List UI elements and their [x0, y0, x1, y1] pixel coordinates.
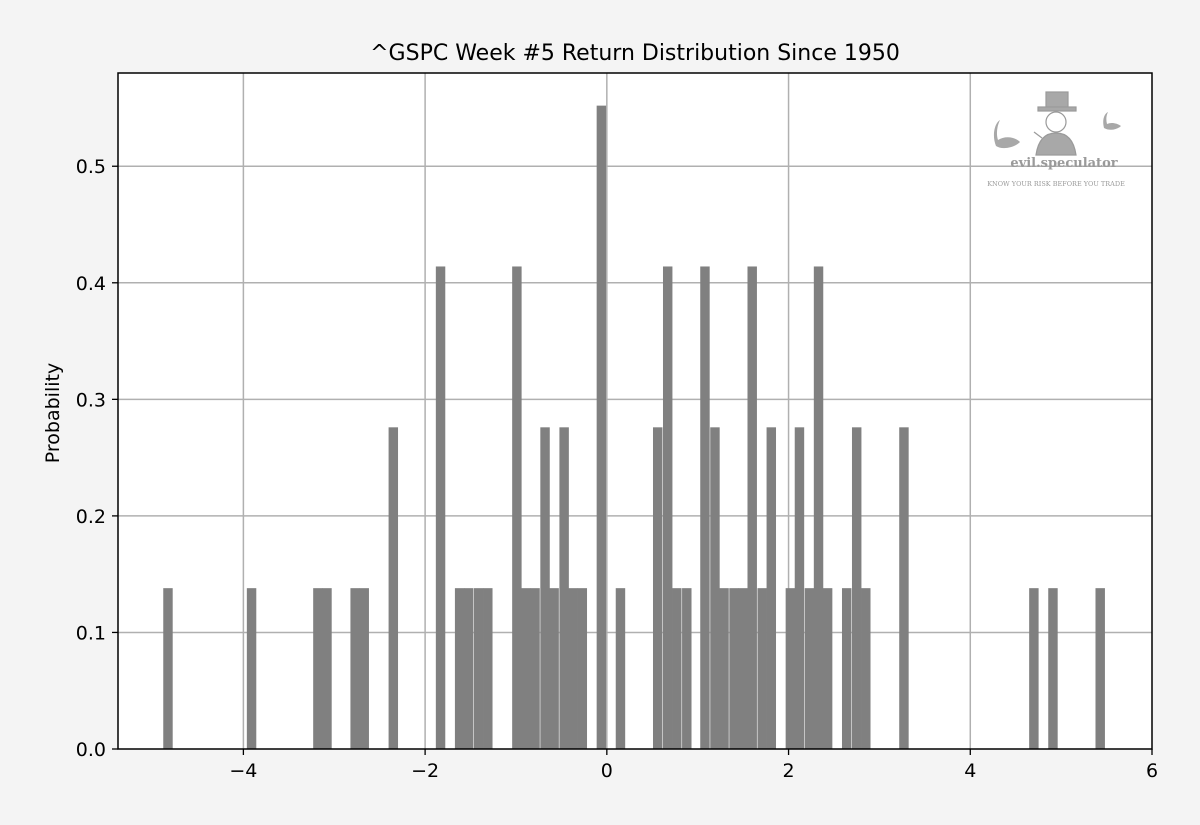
watermark-tagline: KNOW YOUR RISK BEFORE YOU TRADE — [987, 180, 1125, 188]
histogram-bar — [738, 588, 748, 749]
histogram-bar — [388, 427, 399, 749]
swan-right-icon — [1103, 112, 1121, 130]
histogram-bar — [350, 588, 360, 749]
histogram-bar — [163, 588, 173, 749]
histogram-bar — [785, 588, 796, 749]
top-hat-figure-icon — [1033, 91, 1077, 156]
y-tick-label: 0.3 — [76, 389, 106, 411]
histogram-bar — [822, 588, 833, 749]
histogram-bar — [549, 588, 559, 749]
histogram-bar — [463, 588, 474, 749]
histogram-bar — [512, 266, 522, 749]
watermark-brand: evil.speculator — [1010, 156, 1117, 171]
histogram-bar — [813, 266, 824, 749]
histogram-bar — [1048, 588, 1058, 749]
x-tick-label: 4 — [964, 760, 976, 782]
watermark-logo: evil.speculator KNOW YOUR RISK BEFORE YO… — [987, 91, 1125, 188]
histogram-bar — [672, 588, 682, 749]
histogram-bar — [313, 588, 323, 749]
histogram-bar — [899, 427, 909, 749]
histogram-bar — [841, 588, 852, 749]
histogram-bar — [473, 588, 484, 749]
plot-area — [118, 73, 1152, 749]
x-tick-label: 6 — [1146, 760, 1158, 782]
y-tick-label: 0.1 — [76, 622, 106, 644]
histogram-bar — [757, 588, 767, 749]
histogram-bar — [662, 266, 673, 749]
histogram-bar — [435, 266, 446, 749]
chart-title: ^GSPC Week #5 Return Distribution Since … — [370, 41, 900, 66]
x-tick-label: −2 — [411, 760, 439, 782]
histogram-bar — [652, 427, 663, 749]
histogram-bar — [729, 588, 739, 749]
histogram-bar — [766, 427, 777, 749]
histogram-bar — [483, 588, 493, 749]
y-axis-ticks: 0.0 0.1 0.2 0.3 0.4 0.5 — [76, 156, 118, 761]
histogram-bar — [804, 588, 815, 749]
histogram-bar — [747, 266, 757, 749]
histogram-bar — [1095, 588, 1105, 749]
histogram-bar — [359, 588, 369, 749]
swan-left-icon — [993, 120, 1020, 149]
histogram-bar — [577, 588, 588, 749]
histogram-bar — [540, 427, 550, 749]
x-tick-label: 0 — [601, 760, 613, 782]
histogram-bar — [1029, 588, 1039, 749]
histogram-bar — [615, 588, 626, 749]
histogram-bar — [682, 588, 692, 749]
histogram-bar — [700, 266, 710, 749]
histogram-bar — [719, 588, 729, 749]
histogram-bar — [521, 588, 531, 749]
histogram-bar — [559, 427, 569, 749]
y-tick-label: 0.2 — [76, 506, 106, 528]
histogram-bar — [851, 427, 862, 749]
histogram-bar — [322, 588, 332, 749]
x-tick-label: 2 — [783, 760, 795, 782]
histogram-bar — [454, 588, 465, 749]
histogram-bar — [596, 105, 607, 750]
plot-frame — [117, 72, 1153, 750]
y-axis-label: Probability — [42, 363, 64, 463]
histogram-bar — [530, 588, 540, 749]
histogram-bars — [163, 105, 1105, 750]
y-tick-label: 0.4 — [76, 273, 106, 295]
x-axis-ticks: −4 −2 0 2 4 6 — [229, 749, 1158, 782]
grid-lines — [118, 73, 1152, 749]
histogram-bar — [794, 427, 805, 749]
histogram-bar — [246, 588, 257, 749]
x-tick-label: −4 — [229, 760, 257, 782]
y-tick-label: 0.5 — [76, 156, 106, 178]
y-tick-label: 0.0 — [76, 739, 106, 761]
histogram-bar — [568, 588, 578, 749]
histogram-bar — [861, 588, 871, 749]
histogram-bar — [710, 427, 720, 749]
